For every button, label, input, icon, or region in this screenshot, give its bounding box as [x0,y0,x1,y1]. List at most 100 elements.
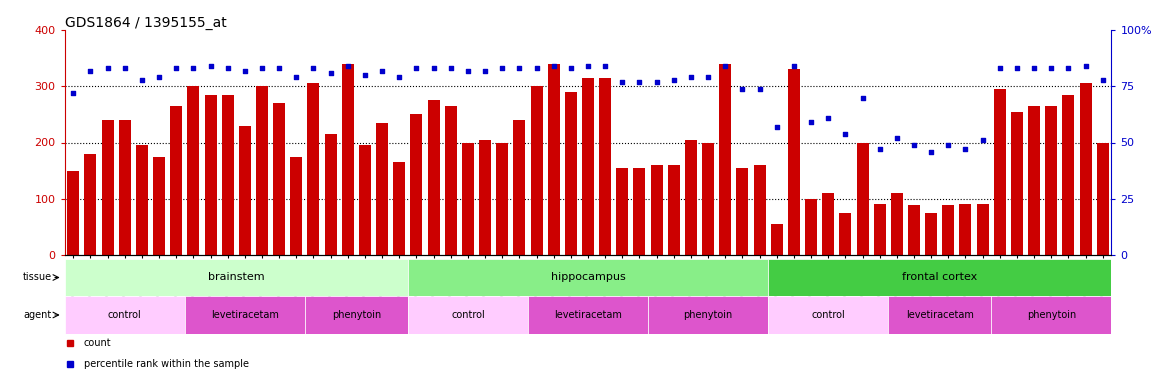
Bar [410,114,422,255]
Point [733,86,751,92]
Text: percentile rank within the sample: percentile rank within the sample [83,359,248,369]
Bar [768,259,1111,296]
Point [269,65,288,71]
Bar [496,142,508,255]
Bar [65,296,185,334]
Point [888,135,907,141]
Point [98,65,116,71]
Point [922,148,941,154]
Point [767,124,786,130]
Point [974,137,993,143]
Point [149,74,168,80]
Point [1042,65,1061,71]
Text: control: control [811,310,846,320]
Bar [736,168,748,255]
Point [750,86,769,92]
Point [561,65,580,71]
Bar [185,296,305,334]
Bar [528,296,648,334]
Text: GDS1864 / 1395155_at: GDS1864 / 1395155_at [65,16,227,30]
Point [784,63,803,69]
Point [235,68,254,74]
Point [613,79,632,85]
Point [390,74,409,80]
Point [339,63,358,69]
Text: tissue: tissue [24,273,52,282]
Point [853,94,871,100]
Bar [806,199,817,255]
Bar [1045,106,1057,255]
Point [1024,65,1043,71]
Bar [376,123,388,255]
Text: levetiracetam: levetiracetam [554,310,622,320]
Point [990,65,1009,71]
Bar [119,120,131,255]
Bar [548,64,560,255]
Bar [1062,95,1075,255]
Point [1076,63,1095,69]
Point [527,65,546,71]
Bar [290,157,302,255]
Text: brainstem: brainstem [208,273,265,282]
Text: agent: agent [24,310,52,320]
Point [716,63,735,69]
Bar [325,134,336,255]
Point [441,65,460,71]
Point [836,130,855,136]
Bar [428,100,440,255]
Point [1060,65,1078,71]
Point [167,65,186,71]
Bar [408,296,528,334]
Point [81,68,100,74]
Bar [256,86,268,255]
Bar [67,171,79,255]
Point [664,76,683,82]
Text: control: control [108,310,141,320]
Point [956,146,975,152]
Bar [205,95,216,255]
Bar [702,142,714,255]
Bar [1028,106,1040,255]
Text: phenytoin: phenytoin [332,310,381,320]
Point [630,79,649,85]
Bar [888,296,991,334]
Point [321,70,340,76]
Point [133,76,152,82]
Bar [991,296,1111,334]
Bar [874,204,886,255]
Point [115,65,134,71]
Point [682,74,701,80]
Bar [408,259,768,296]
Text: levetiracetam: levetiracetam [906,310,974,320]
Bar [65,259,408,296]
Bar [273,103,285,255]
Bar [994,89,1005,255]
Bar [720,64,731,255]
Bar [221,95,234,255]
Bar [976,204,989,255]
Point [510,65,529,71]
Text: phenytoin: phenytoin [1027,310,1076,320]
Point [287,74,306,80]
Bar [136,146,148,255]
Bar [359,146,370,255]
Bar [582,78,594,255]
Bar [891,193,903,255]
Bar [153,157,165,255]
Point [647,79,666,85]
Text: frontal cortex: frontal cortex [902,273,977,282]
Text: levetiracetam: levetiracetam [211,310,279,320]
Text: control: control [452,310,485,320]
Bar [926,213,937,255]
Bar [1097,142,1109,255]
Point [407,65,426,71]
Bar [908,206,920,255]
Point [425,65,443,71]
Point [493,65,512,71]
Bar [564,92,577,255]
Bar [768,296,888,334]
Point [64,90,82,96]
Bar [1080,84,1091,255]
Point [870,146,889,152]
Bar [85,154,96,255]
